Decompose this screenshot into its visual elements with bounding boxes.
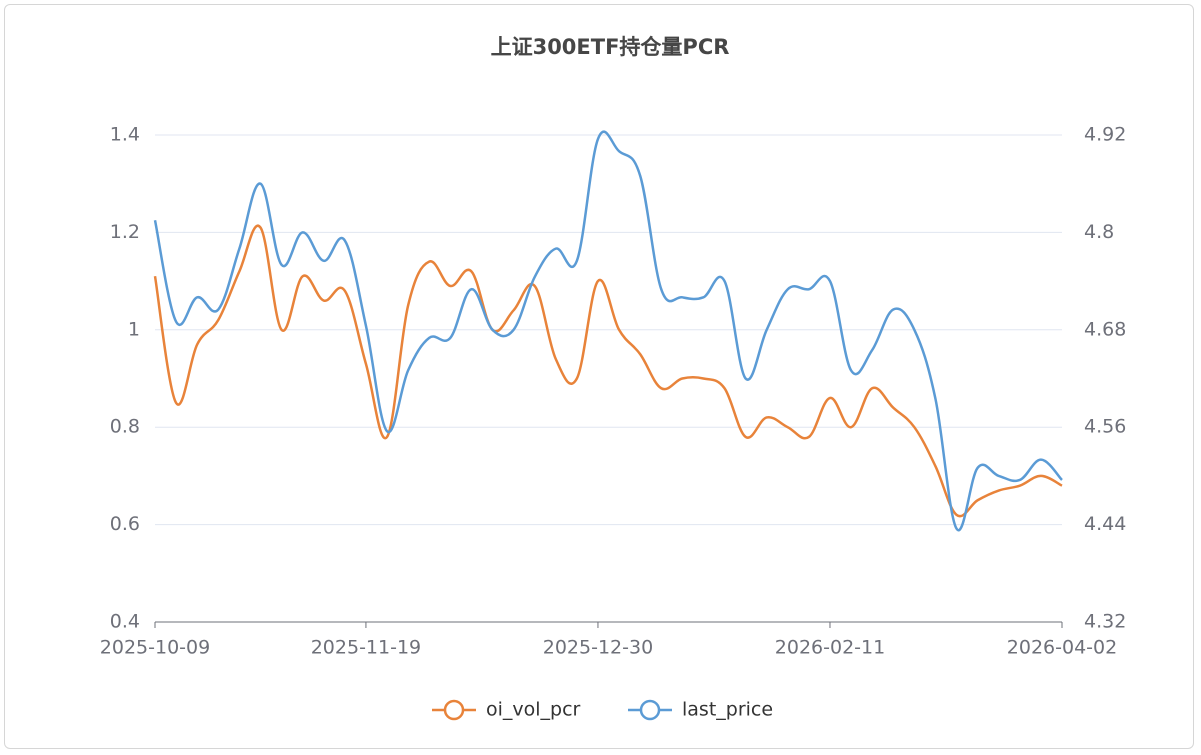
chart-title: 上证300ETF持仓量PCR xyxy=(491,35,730,59)
x-tick-label: 2026-02-11 xyxy=(775,637,885,659)
y2-tick-label: 4.68 xyxy=(1084,318,1126,340)
y-tick-label: 1 xyxy=(128,318,140,340)
y2-tick-label: 4.92 xyxy=(1084,124,1126,146)
y2-tick-label: 4.56 xyxy=(1084,416,1126,438)
y-tick-label: 0.8 xyxy=(110,416,140,438)
line-series xyxy=(153,130,1063,532)
y2-tick-label: 4.8 xyxy=(1084,221,1114,243)
legend-marker xyxy=(639,699,661,721)
x-tick-label: 2025-10-09 xyxy=(100,637,210,659)
y2-tick-label: 4.32 xyxy=(1084,611,1126,633)
x-tick-label: 2026-04-02 xyxy=(1007,637,1117,659)
y-tick-label: 1.4 xyxy=(110,124,140,146)
y-tick-label: 0.6 xyxy=(110,513,140,535)
y2-tick-label: 4.44 xyxy=(1084,513,1126,535)
legend-label: last_price xyxy=(682,699,773,721)
y-tick-label: 0.4 xyxy=(110,611,140,633)
card xyxy=(4,4,1194,749)
legend-marker xyxy=(443,699,465,721)
y-tick-label: 1.2 xyxy=(110,221,140,243)
x-tick-label: 2025-11-19 xyxy=(311,637,421,659)
legend-label: oi_vol_pcr xyxy=(486,699,581,721)
x-tick-label: 2025-12-30 xyxy=(543,637,653,659)
line-series xyxy=(153,224,1063,518)
